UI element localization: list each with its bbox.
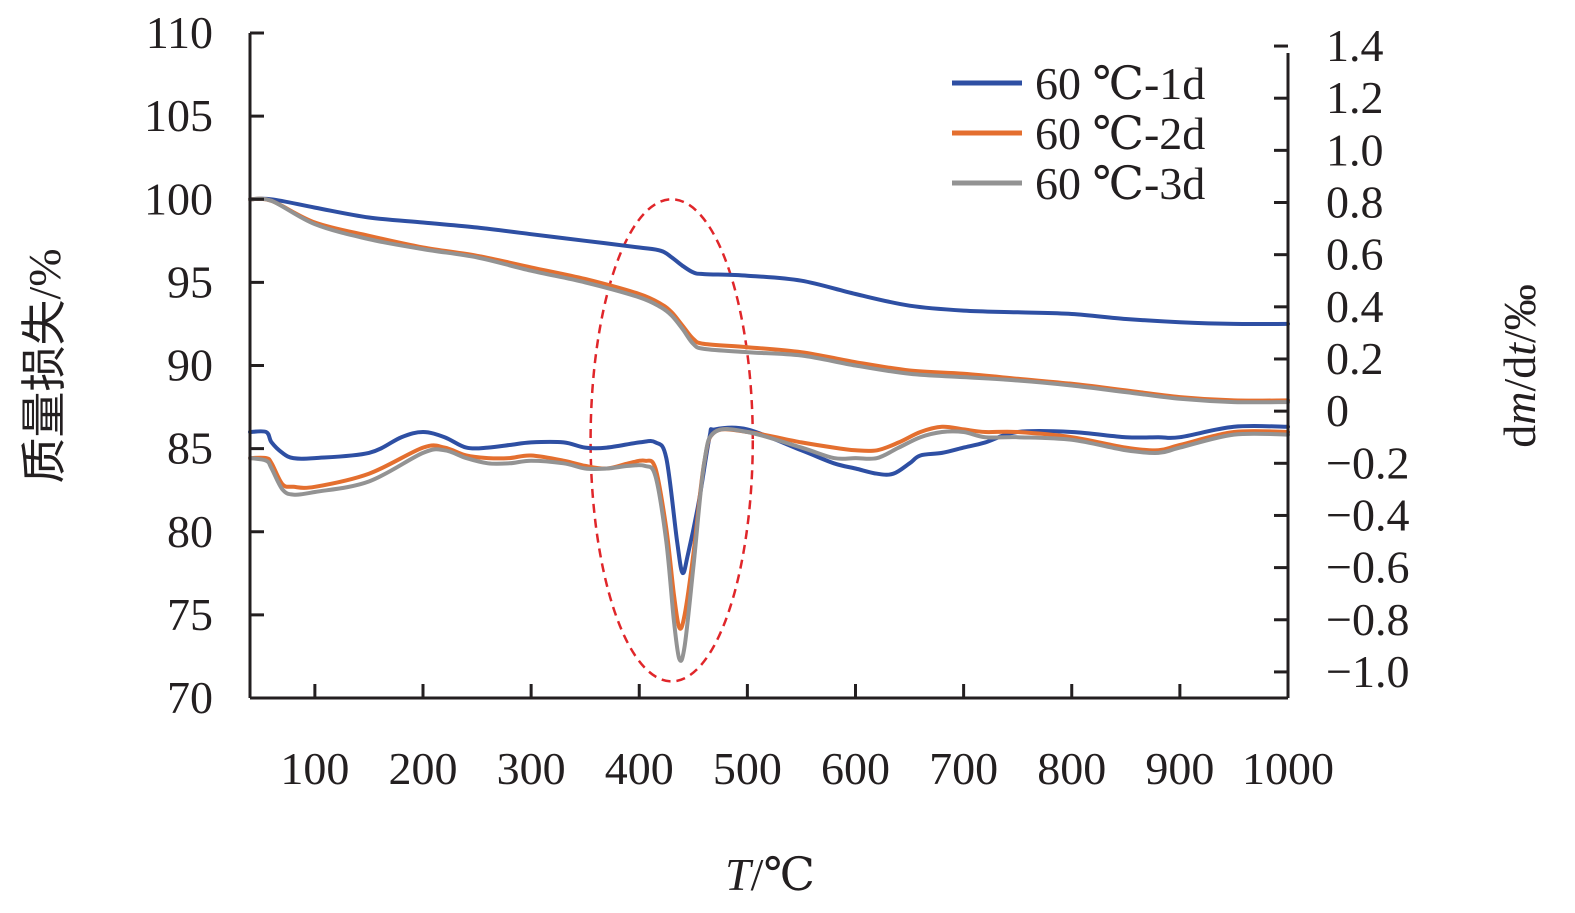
y-left-tick-label: 75 [167, 589, 213, 640]
x-tick-label: 700 [929, 743, 998, 794]
series-1-dtg-line [248, 424, 1290, 576]
y-left-axis-title: 质量损失/% [19, 248, 70, 483]
highlight-ellipse [589, 198, 755, 683]
y-right-tick-label: −1.0 [1326, 646, 1409, 697]
x-axis-title: T/℃ [725, 849, 815, 900]
y-right-tick-label: −0.2 [1326, 437, 1409, 488]
y-right-tick-label: −0.4 [1326, 489, 1409, 540]
axes-layer: 100 200 300 400 500 600 700 800 900 1000707580859… [144, 7, 1409, 794]
y-right-tick-label: 0.6 [1326, 229, 1384, 280]
x-tick-label: 200 [389, 743, 458, 794]
series-3-tg-line [248, 196, 1290, 405]
series-2-tg-line [248, 196, 1290, 403]
highlight-layer [589, 198, 755, 683]
y-left-tick-label: 110 [146, 7, 213, 58]
y-right-tick-label: −0.6 [1326, 542, 1409, 593]
series-2-dtg-line [248, 424, 1290, 631]
y-right-tick-label: 0.2 [1326, 333, 1384, 384]
legend-label-3: 60 ℃-3d [1035, 158, 1205, 209]
x-tick-label: 500 [713, 743, 782, 794]
y-right-tick-label: 1.0 [1326, 124, 1384, 175]
y-left-tick-label: 105 [144, 90, 213, 141]
y-right-tick-label: 1.4 [1326, 20, 1384, 71]
y-left-tick-label: 90 [167, 340, 213, 391]
y-left-tick-label: 85 [167, 423, 213, 474]
x-tick-label: 300 [497, 743, 566, 794]
legend-label-2: 60 ℃-2d [1035, 108, 1205, 159]
x-tick-label: 900 [1145, 743, 1214, 794]
y-left-tick-label: 70 [167, 672, 213, 723]
series-1-tg-line [248, 196, 1290, 327]
x-tick-label: 100 [280, 743, 349, 794]
y-right-tick-label: 0 [1326, 385, 1349, 436]
legend-label-1: 60 ℃-1d [1035, 58, 1205, 109]
y-right-tick-label: −0.8 [1326, 594, 1409, 645]
x-tick-label: 1000 [1242, 743, 1334, 794]
y-right-tick-label: 0.8 [1326, 177, 1384, 228]
series-layer [248, 196, 1290, 663]
y-left-tick-label: 95 [167, 256, 213, 307]
x-tick-label: 600 [821, 743, 890, 794]
series-3-dtg-line [248, 427, 1290, 663]
y-right-axis-title: dm/dt/‰ [1494, 284, 1545, 448]
y-right-tick-label: 0.4 [1326, 281, 1384, 332]
y-left-tick-label: 100 [144, 173, 213, 224]
y-left-tick-label: 80 [167, 506, 213, 557]
x-tick-label: 800 [1037, 743, 1106, 794]
y-right-tick-label: 1.2 [1326, 72, 1384, 123]
x-tick-label: 400 [605, 743, 674, 794]
